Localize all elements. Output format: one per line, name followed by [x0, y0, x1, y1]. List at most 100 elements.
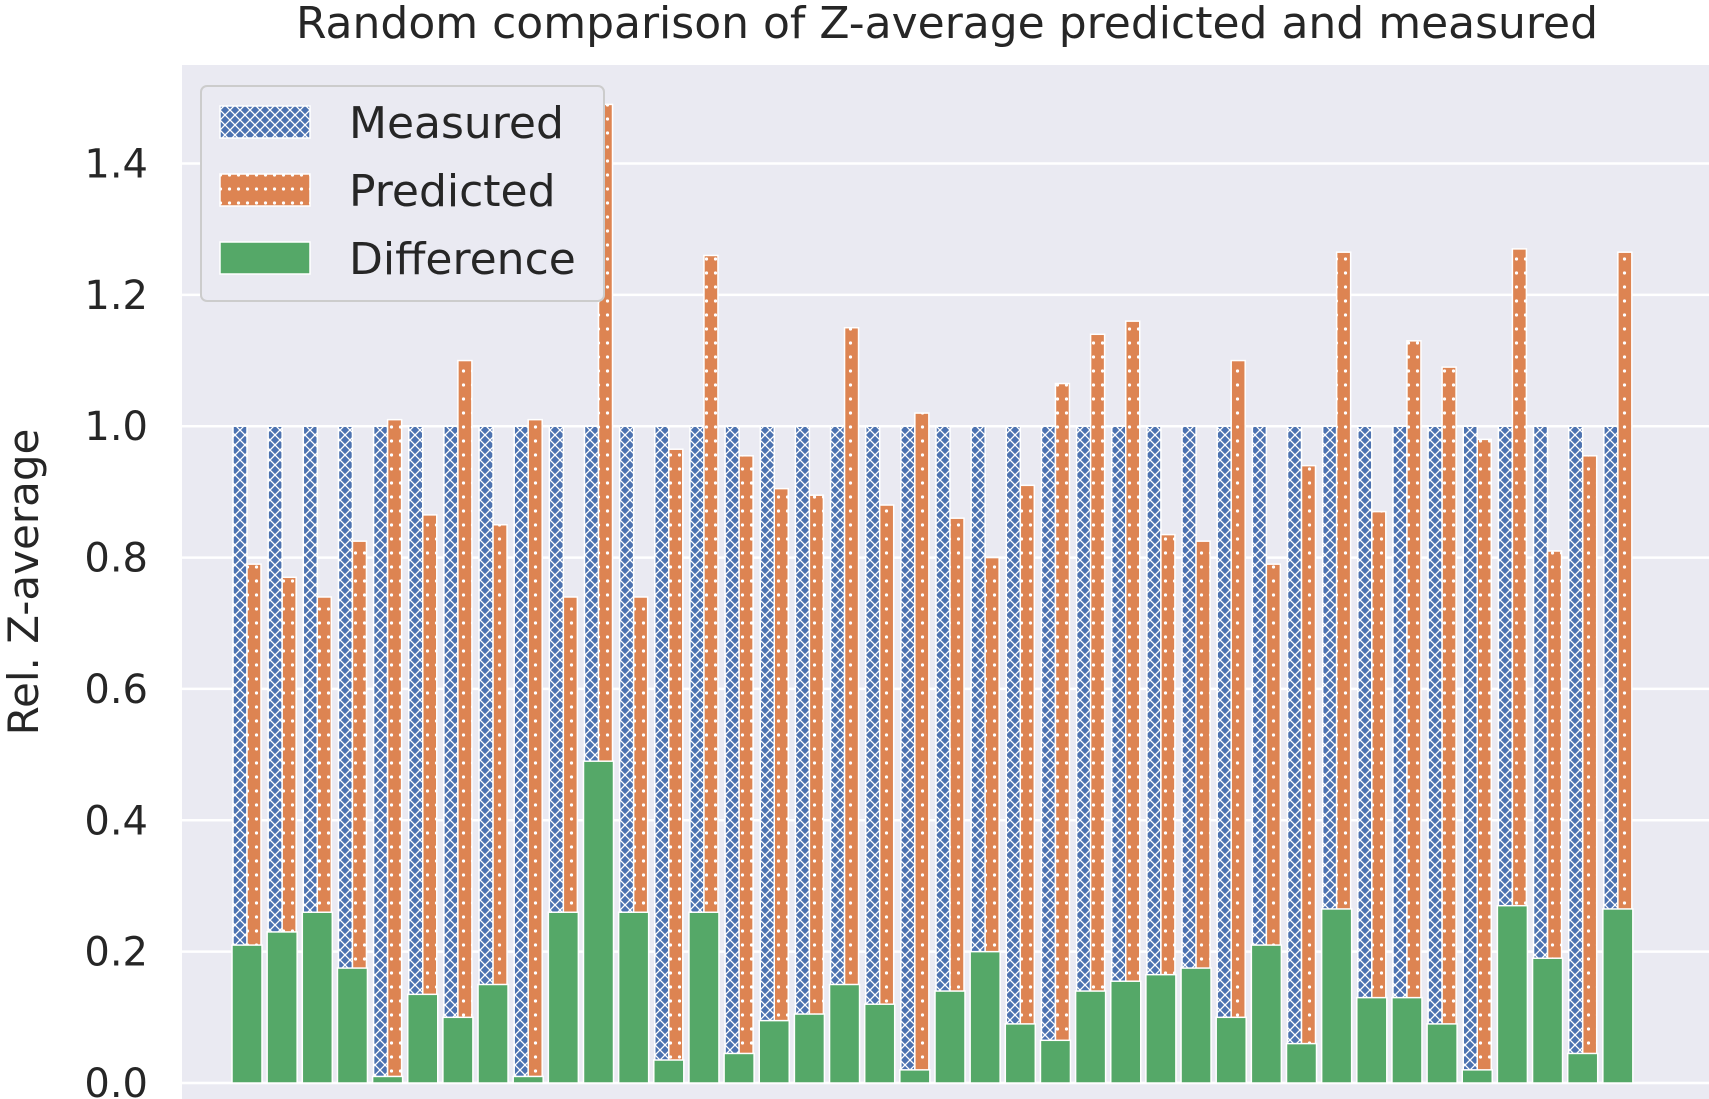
bar-difference	[547, 911, 580, 1084]
bar-measured	[724, 425, 740, 1084]
bar-measured	[794, 425, 811, 1084]
bar-difference	[371, 1075, 404, 1084]
bar-difference	[653, 1059, 685, 1084]
bar-predicted	[1441, 366, 1457, 1084]
bar-difference	[231, 944, 263, 1084]
y-tick-label: 0.8	[84, 536, 148, 582]
y-tick-label: 1.0	[84, 404, 148, 450]
bar-difference	[1566, 1052, 1599, 1084]
chart-title: Random comparison of Z-average predicted…	[296, 0, 1598, 49]
legend-swatch-predicted	[219, 173, 311, 207]
bar-predicted	[1054, 382, 1071, 1084]
bar-measured	[1427, 425, 1443, 1084]
y-tick-label: 1.4	[84, 142, 148, 188]
y-tick-label: 0.0	[84, 1061, 148, 1099]
bar-predicted	[1406, 340, 1422, 1084]
bar-predicted	[808, 494, 825, 1084]
bar-measured	[1462, 425, 1478, 1084]
bar-measured	[1567, 425, 1584, 1084]
bar-difference	[1320, 908, 1353, 1084]
bar-difference	[1215, 1016, 1247, 1084]
bar-difference	[1145, 973, 1177, 1084]
legend: Measured Predicted Difference	[200, 85, 605, 302]
y-tick-label: 0.4	[84, 798, 148, 844]
bar-difference	[301, 911, 334, 1084]
legend-swatch-difference	[219, 241, 311, 275]
legend-label-difference: Difference	[349, 234, 576, 285]
bar-difference	[723, 1052, 755, 1084]
bar-difference	[512, 1075, 544, 1084]
bars	[231, 103, 1634, 1084]
y-tick-label: 0.2	[84, 930, 148, 976]
bar-measured	[1075, 425, 1092, 1084]
bar-difference	[442, 1016, 474, 1084]
bar-measured	[900, 425, 916, 1084]
bar-measured	[1357, 425, 1373, 1084]
bar-measured	[1040, 425, 1057, 1084]
bar-difference	[1496, 904, 1529, 1084]
bar-predicted	[457, 359, 473, 1084]
y-axis-label: Rel. Z-average	[0, 429, 48, 736]
bar-predicted	[1581, 455, 1598, 1084]
bar-predicted	[738, 455, 754, 1084]
bar-difference	[863, 1003, 896, 1084]
bar-difference	[899, 1069, 931, 1084]
y-tick-label: 0.6	[84, 667, 148, 713]
bar-predicted	[527, 418, 543, 1084]
bar-difference	[828, 983, 861, 1084]
y-axis-ticks: 0.0 0.2 0.4 0.6 0.8 1.0 1.2 1.4	[84, 142, 148, 1099]
bar-predicted	[1300, 464, 1317, 1084]
bar-measured	[654, 425, 670, 1084]
bar-difference	[1391, 996, 1423, 1084]
bar-difference	[1039, 1039, 1072, 1084]
bar-difference	[1004, 1023, 1037, 1084]
bar-difference	[1250, 944, 1283, 1084]
bar-predicted	[1125, 320, 1141, 1084]
bar-measured	[1392, 425, 1408, 1084]
bar-difference	[969, 950, 1001, 1084]
legend-swatch-measured	[219, 105, 311, 139]
bar-difference	[617, 911, 650, 1084]
bar-predicted	[843, 326, 860, 1084]
bar-difference	[407, 993, 439, 1084]
bar-measured	[1216, 425, 1232, 1084]
bar-measured	[408, 425, 424, 1084]
y-tick-label: 1.2	[84, 273, 148, 319]
bar-difference	[934, 990, 966, 1084]
bar-difference	[758, 1019, 790, 1084]
bar-predicted	[773, 487, 789, 1084]
bar-difference	[1461, 1069, 1493, 1084]
bar-measured	[372, 425, 389, 1084]
bar-difference	[1285, 1042, 1318, 1084]
bar-difference	[477, 983, 509, 1084]
bar-predicted	[914, 412, 930, 1084]
bar-difference	[336, 967, 369, 1084]
bar-predicted	[1019, 484, 1036, 1084]
bar-difference	[1356, 996, 1388, 1084]
bar-measured	[864, 425, 881, 1084]
bar-measured	[1005, 425, 1022, 1084]
bar-difference	[1074, 990, 1107, 1084]
bar-difference	[688, 911, 720, 1084]
legend-label-predicted: Predicted	[349, 166, 556, 217]
bar-difference	[1110, 980, 1142, 1084]
bar-measured	[759, 425, 775, 1084]
legend-label-measured: Measured	[349, 98, 564, 149]
bar-predicted	[878, 504, 895, 1084]
bar-measured	[513, 425, 529, 1084]
bar-predicted	[1230, 359, 1246, 1084]
bar-difference	[582, 760, 615, 1084]
bar-difference	[1426, 1023, 1458, 1084]
bar-measured	[443, 425, 459, 1084]
bar-difference	[1180, 967, 1212, 1084]
bar-predicted	[668, 448, 684, 1084]
bar-predicted	[1089, 333, 1106, 1084]
bar-difference	[266, 931, 298, 1084]
bar-measured	[1286, 425, 1303, 1084]
bar-difference	[1531, 957, 1564, 1084]
bar-difference	[793, 1013, 826, 1084]
bar-measured	[935, 425, 951, 1084]
bar-difference	[1602, 908, 1634, 1084]
bar-predicted	[1476, 438, 1492, 1084]
